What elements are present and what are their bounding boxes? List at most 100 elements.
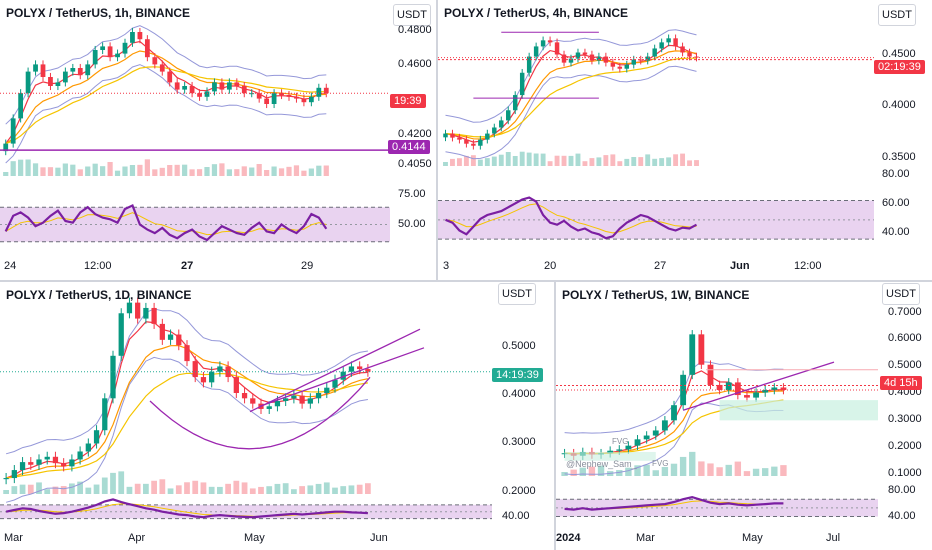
candle-body: [40, 64, 46, 77]
volume-bar: [582, 161, 588, 166]
price-tick: 0.1000: [888, 467, 922, 479]
candle-body: [174, 82, 180, 90]
time-tick: May: [742, 532, 763, 544]
chart-canvas-1w[interactable]: [556, 282, 932, 550]
price-tick: 0.5000: [888, 359, 922, 371]
volume-bar: [694, 160, 699, 166]
chart-panel-1h[interactable]: POLYX / TetherUS, 1h, BINANCE USDT 0.480…: [0, 0, 436, 280]
currency-button-1w[interactable]: USDT: [882, 283, 920, 305]
candle-body: [279, 93, 284, 95]
volume-bar: [670, 463, 678, 476]
volume-bar: [3, 172, 9, 176]
price-tick: 0.6000: [888, 332, 922, 344]
volume-bar: [631, 157, 637, 166]
volume-bar: [316, 165, 322, 176]
rsi-line: [4, 204, 328, 242]
time-tick: Jul: [826, 532, 841, 544]
volume-bar: [118, 471, 125, 494]
volume-bar: [771, 466, 778, 476]
panel-divider-middle[interactable]: [0, 280, 932, 282]
rsi-tick: 40.00: [502, 510, 530, 522]
volume-bar: [299, 486, 305, 494]
volume-bar: [617, 161, 623, 166]
volume-bar: [192, 480, 199, 494]
volume-bar: [323, 165, 329, 176]
volume-bar: [208, 486, 215, 494]
candle-body: [499, 120, 504, 128]
candle-body: [115, 53, 120, 58]
price-tick: 0.5000: [502, 340, 536, 352]
panel-divider-top[interactable]: [436, 0, 438, 282]
volume-bar: [762, 468, 769, 476]
candle-body: [151, 307, 157, 324]
price-tick: 0.4500: [882, 48, 916, 60]
candle-body: [680, 374, 687, 406]
volume-bar: [62, 163, 68, 176]
chart-canvas-1h[interactable]: [0, 0, 436, 280]
currency-button-1h[interactable]: USDT: [393, 4, 431, 26]
candle-body: [671, 405, 677, 421]
candle-body: [70, 68, 76, 72]
volume-bar: [463, 155, 469, 166]
currency-button-4h[interactable]: USDT: [878, 4, 916, 26]
volume-bar: [652, 470, 659, 476]
volume-bar: [264, 170, 270, 176]
candle-body: [102, 398, 108, 431]
volume-bar: [175, 485, 182, 494]
candle-body: [533, 46, 539, 57]
candle-body: [274, 400, 281, 407]
candle-body: [631, 59, 636, 65]
candle-body: [332, 379, 338, 388]
volume-bar: [249, 167, 255, 176]
rsi-line: [564, 495, 784, 511]
volume-bar: [114, 170, 121, 176]
candle-body: [689, 334, 696, 375]
volume-bar: [278, 168, 285, 176]
candle-body: [159, 64, 165, 72]
chart-panel-1d[interactable]: POLYX / TetherUS, 1D, BINANCE USDT 0.500…: [0, 282, 554, 550]
candle-body: [256, 93, 262, 99]
volume-bar: [143, 483, 149, 494]
chart-panel-1w[interactable]: POLYX / TetherUS, 1W, BINANCE USDT 0.700…: [556, 282, 932, 550]
chart-canvas-4h[interactable]: [438, 0, 932, 280]
candle-body: [308, 96, 314, 103]
chart-panel-4h[interactable]: POLYX / TetherUS, 4h, BINANCE USDT 0.450…: [438, 0, 932, 280]
candle-body: [561, 453, 568, 455]
candle-body: [638, 59, 643, 61]
volume-bar: [189, 169, 195, 176]
volume-bar: [725, 464, 732, 476]
chart-title-1d: POLYX / TetherUS, 1D, BINANCE: [6, 288, 192, 302]
price-tick: 0.2000: [888, 440, 922, 452]
volume-bar: [505, 152, 511, 166]
volume-bar: [519, 151, 525, 166]
volume-bar: [256, 164, 262, 176]
candle-body: [485, 133, 490, 140]
volume-bar: [52, 486, 59, 494]
candle-body: [753, 392, 759, 398]
volume-bar: [249, 488, 256, 494]
candle-body: [540, 40, 546, 47]
volume-bar: [70, 164, 76, 176]
volume-bar: [129, 165, 136, 176]
currency-button-1d[interactable]: USDT: [498, 283, 536, 305]
volume-bar: [151, 480, 157, 494]
chart-title-1w: POLYX / TetherUS, 1W, BINANCE: [562, 288, 750, 302]
candle-body: [36, 459, 42, 465]
volume-bar: [332, 487, 338, 494]
volume-bar: [533, 153, 539, 166]
volume-bar: [60, 486, 67, 494]
rsi-tick: 50.00: [398, 218, 426, 230]
time-tick: Jun: [730, 260, 750, 272]
volume-bar: [110, 472, 116, 494]
chart-canvas-1d[interactable]: [0, 282, 554, 550]
candle-body: [25, 71, 31, 94]
candle-body: [266, 406, 272, 409]
candle-body: [137, 32, 143, 40]
volume-bar: [196, 169, 203, 176]
volume-bar: [152, 169, 158, 176]
panel-divider-bottom[interactable]: [554, 282, 556, 550]
volume-bar: [323, 482, 330, 494]
price-tick: 0.2000: [502, 485, 536, 497]
time-tick: 27: [181, 260, 194, 272]
candle-body: [167, 71, 173, 83]
